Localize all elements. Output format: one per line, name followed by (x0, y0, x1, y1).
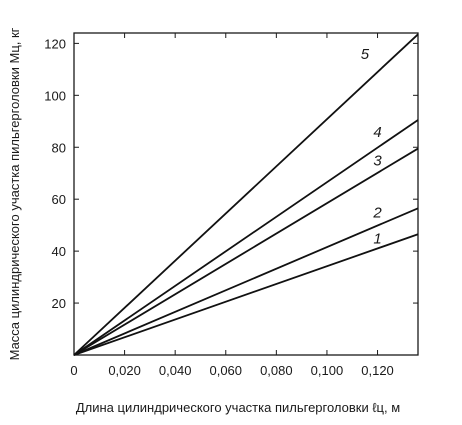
series-line-5 (73, 33, 419, 356)
series-line-3 (73, 147, 419, 356)
y-tick-label: 60 (52, 192, 66, 207)
plot-area (73, 32, 419, 356)
x-axis: 0 0,020 0,040 0,060 0,080 0,100 0,120 (70, 33, 394, 378)
x-tick-label: 0,120 (361, 363, 394, 378)
y-axis-label: Масса цилиндрического участка пильгергол… (7, 27, 22, 360)
y-tick-label: 80 (52, 140, 66, 155)
x-tick-label: 0,060 (209, 363, 242, 378)
series-label-3: 3 (373, 152, 382, 169)
x-tick-label: 0,040 (159, 363, 192, 378)
x-tick-label: 0 (70, 363, 77, 378)
series-label-2: 2 (372, 204, 382, 221)
series-label-1: 1 (373, 230, 381, 247)
x-tick-label: 0,100 (311, 363, 344, 378)
series-lines (73, 33, 419, 356)
series-line-1 (73, 233, 419, 356)
series-line-2 (73, 207, 419, 356)
plot-frame (73, 32, 419, 356)
y-tick-label: 100 (44, 88, 66, 103)
series-labels: 1 2 3 4 5 (361, 46, 383, 247)
x-tick-label: 0,080 (260, 363, 293, 378)
y-tick-label: 120 (44, 36, 66, 51)
y-tick-label: 20 (52, 296, 66, 311)
series-line-4 (73, 119, 419, 356)
y-axis: 20 40 60 80 100 120 (44, 36, 418, 311)
x-axis-label: Длина цилиндрического участка пильгергол… (76, 400, 400, 415)
series-label-4: 4 (373, 124, 381, 141)
x-tick-label: 0,020 (108, 363, 141, 378)
series-label-5: 5 (361, 46, 370, 63)
y-tick-label: 40 (52, 244, 66, 259)
